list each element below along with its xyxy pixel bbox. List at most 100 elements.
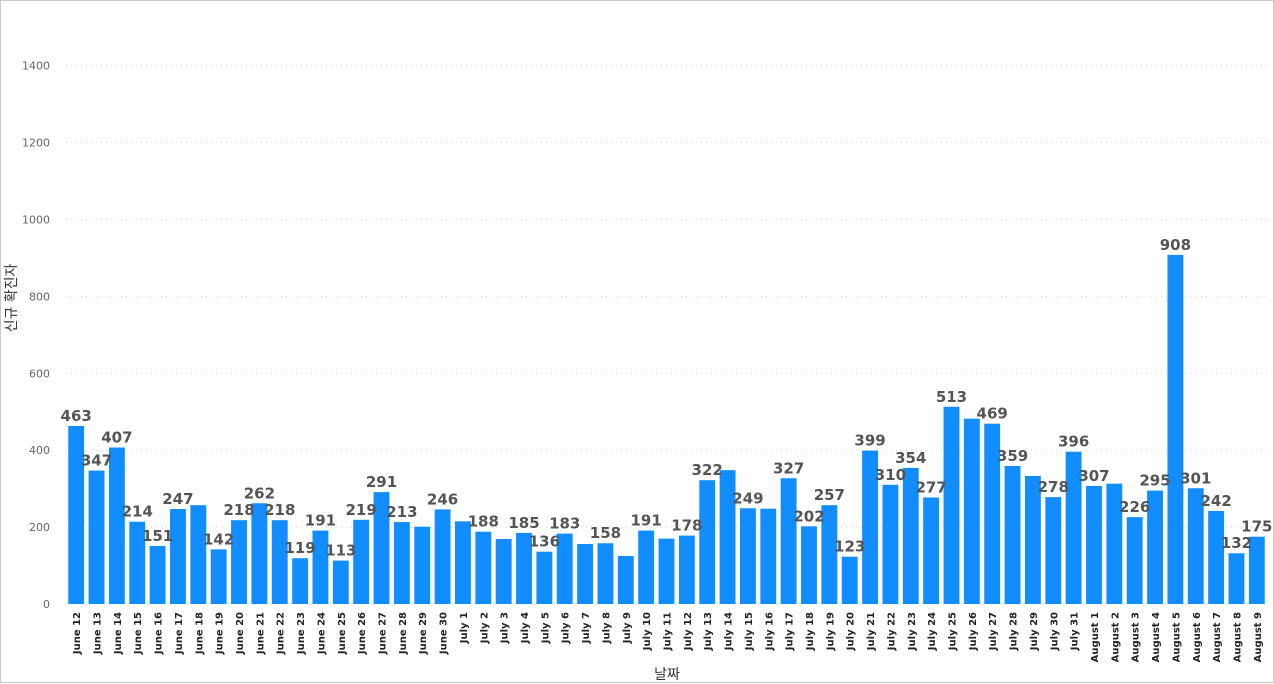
bar[interactable] bbox=[638, 530, 655, 604]
x-tick-label: June 18 bbox=[194, 612, 205, 655]
bar[interactable] bbox=[780, 478, 797, 604]
data-label: 277 bbox=[915, 478, 946, 496]
x-tick-label: June 17 bbox=[174, 612, 185, 655]
y-axis-title: 신규 확진자 bbox=[4, 263, 20, 332]
y-tick-label: 200 bbox=[29, 521, 50, 534]
x-tick-label: July 13 bbox=[703, 612, 714, 651]
bar[interactable] bbox=[841, 556, 858, 604]
data-label: 218 bbox=[223, 501, 254, 519]
bar[interactable] bbox=[108, 447, 125, 604]
x-tick-label: July 19 bbox=[825, 612, 836, 651]
x-tick-label: June 22 bbox=[276, 612, 287, 655]
bar[interactable] bbox=[516, 532, 532, 604]
x-tick-label: July 26 bbox=[968, 612, 979, 651]
bar[interactable] bbox=[923, 497, 940, 604]
x-tick-label: July 14 bbox=[724, 612, 735, 651]
bar[interactable] bbox=[88, 470, 105, 604]
x-tick-label: June 12 bbox=[72, 612, 83, 655]
bar[interactable] bbox=[1106, 483, 1123, 604]
data-label: 322 bbox=[692, 461, 723, 479]
bar[interactable] bbox=[495, 539, 512, 604]
bar[interactable] bbox=[231, 520, 247, 604]
bar[interactable] bbox=[475, 531, 492, 604]
data-label: 295 bbox=[1139, 472, 1170, 490]
bar[interactable] bbox=[658, 538, 675, 604]
data-label: 242 bbox=[1200, 492, 1231, 510]
bar[interactable] bbox=[699, 480, 716, 604]
bar[interactable] bbox=[556, 533, 573, 604]
bar[interactable] bbox=[434, 509, 451, 604]
bar[interactable] bbox=[129, 521, 146, 604]
x-tick-label: July 10 bbox=[642, 612, 653, 651]
bar[interactable] bbox=[739, 508, 756, 604]
bar[interactable] bbox=[801, 526, 817, 604]
y-tick-label: 400 bbox=[29, 444, 50, 457]
bar[interactable] bbox=[455, 521, 471, 604]
bar[interactable] bbox=[373, 492, 390, 604]
bar[interactable] bbox=[617, 555, 634, 604]
bar[interactable] bbox=[678, 535, 695, 604]
data-label: 310 bbox=[875, 466, 906, 484]
bar[interactable] bbox=[1065, 451, 1082, 604]
bar[interactable] bbox=[862, 450, 878, 604]
data-label: 113 bbox=[325, 542, 356, 560]
data-label: 359 bbox=[997, 447, 1028, 465]
bar[interactable] bbox=[943, 406, 960, 604]
x-tick-label: July 24 bbox=[927, 612, 938, 651]
x-tick-label: July 17 bbox=[785, 612, 796, 651]
x-axis-ticks: June 12 June 13 June 14 June 15 June 16 June … bbox=[72, 612, 1264, 662]
bar[interactable] bbox=[1187, 488, 1204, 604]
bar[interactable] bbox=[210, 549, 227, 604]
x-tick-label: July 20 bbox=[846, 612, 857, 651]
x-tick-label: June 28 bbox=[398, 612, 409, 655]
x-tick-label: June 14 bbox=[113, 612, 124, 655]
bar[interactable] bbox=[1126, 517, 1143, 604]
x-tick-label: July 23 bbox=[907, 612, 918, 651]
bar[interactable] bbox=[292, 558, 309, 604]
data-label: 513 bbox=[936, 388, 967, 406]
x-tick-label: July 1 bbox=[459, 612, 470, 644]
bar[interactable] bbox=[312, 530, 329, 604]
bar[interactable] bbox=[882, 484, 899, 604]
bar[interactable] bbox=[170, 509, 186, 604]
bar[interactable] bbox=[1248, 536, 1265, 604]
bar[interactable] bbox=[251, 503, 268, 604]
bar[interactable] bbox=[963, 418, 980, 604]
x-tick-label: August 1 bbox=[1090, 612, 1101, 662]
bar[interactable] bbox=[1167, 254, 1184, 604]
bar[interactable] bbox=[332, 560, 349, 604]
bar[interactable] bbox=[577, 544, 594, 604]
bar[interactable] bbox=[414, 526, 431, 604]
bar[interactable] bbox=[353, 519, 370, 604]
bar[interactable] bbox=[1045, 497, 1062, 604]
bar[interactable] bbox=[1086, 485, 1102, 604]
bar[interactable] bbox=[1228, 553, 1245, 604]
data-label: 226 bbox=[1119, 498, 1150, 516]
bar[interactable] bbox=[1208, 510, 1225, 604]
bar[interactable] bbox=[597, 543, 614, 604]
x-tick-label: June 29 bbox=[418, 612, 429, 655]
data-label: 257 bbox=[814, 486, 845, 504]
bar[interactable] bbox=[1004, 465, 1021, 604]
bar[interactable] bbox=[902, 467, 919, 604]
bar[interactable] bbox=[1024, 475, 1041, 604]
bar[interactable] bbox=[719, 470, 736, 604]
x-tick-label: June 20 bbox=[235, 612, 246, 655]
bar[interactable] bbox=[1147, 490, 1163, 604]
bar[interactable] bbox=[984, 423, 1001, 604]
data-label: 246 bbox=[427, 490, 458, 508]
data-label: 463 bbox=[61, 407, 92, 425]
x-tick-label: June 26 bbox=[357, 612, 368, 655]
bar[interactable] bbox=[149, 545, 166, 604]
bar[interactable] bbox=[821, 505, 838, 604]
data-label: 202 bbox=[793, 507, 824, 525]
bar[interactable] bbox=[393, 522, 410, 604]
x-tick-label: July 2 bbox=[479, 612, 490, 644]
data-label: 191 bbox=[305, 512, 336, 530]
bar[interactable] bbox=[760, 508, 777, 604]
bar[interactable] bbox=[271, 520, 288, 604]
bar[interactable] bbox=[68, 425, 85, 604]
bar[interactable] bbox=[536, 551, 553, 604]
bar[interactable] bbox=[190, 505, 207, 604]
